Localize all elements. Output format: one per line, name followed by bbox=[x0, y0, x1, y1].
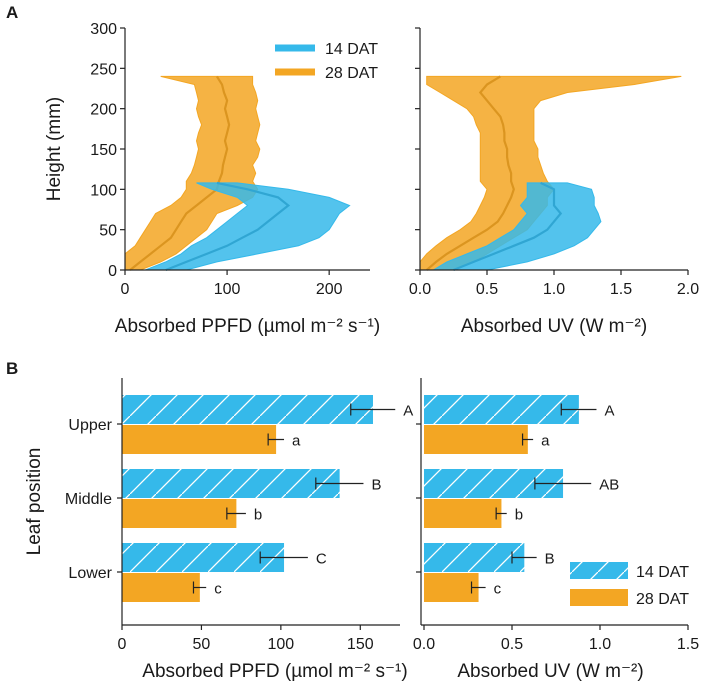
legend-label-28-dat: 28 DAT bbox=[636, 591, 689, 608]
mean-line-28-dat bbox=[129, 75, 231, 271]
category-label-lower: Lower bbox=[68, 565, 112, 582]
legend-label-14-dat: 14 DAT bbox=[636, 564, 689, 581]
bar-28-dat-upper bbox=[122, 425, 277, 454]
significance-letter: A bbox=[604, 403, 614, 420]
x-tick-label: 0 bbox=[121, 281, 130, 298]
y-tick-label: 250 bbox=[90, 61, 117, 78]
x-tick-label: 200 bbox=[316, 281, 343, 298]
x-axis-title: Absorbed UV (W m⁻²) bbox=[461, 316, 647, 337]
y-tick-label: 100 bbox=[90, 182, 117, 199]
x-tick-label: 0.0 bbox=[413, 636, 435, 653]
significance-letter: b bbox=[515, 507, 523, 524]
x-tick-label: 0.5 bbox=[476, 281, 498, 298]
x-tick-label: 150 bbox=[347, 636, 374, 653]
bar-14-dat-lower bbox=[424, 543, 525, 572]
mean-line-14-dat bbox=[453, 181, 563, 272]
band-14-dat bbox=[145, 182, 351, 271]
y-tick-label: 150 bbox=[90, 142, 117, 159]
band-14-dat bbox=[431, 182, 602, 271]
x-tick-label: 50 bbox=[193, 636, 211, 653]
bar-14-dat-middle bbox=[122, 469, 340, 498]
x-tick-label: 1.5 bbox=[677, 636, 699, 653]
x-axis-title: Absorbed PPFD (µmol m⁻² s⁻¹) bbox=[115, 316, 380, 337]
bar-14-dat-lower bbox=[122, 543, 285, 572]
significance-letter: a bbox=[292, 433, 301, 450]
y-tick-label: 50 bbox=[99, 223, 117, 240]
significance-letter: C bbox=[316, 551, 327, 568]
x-tick-label: 0.5 bbox=[501, 636, 523, 653]
x-axis-title: Absorbed PPFD (µmol m⁻² s⁻¹) bbox=[142, 661, 407, 682]
bar-28-dat-lower bbox=[424, 573, 479, 602]
significance-letter: b bbox=[254, 507, 262, 524]
panel-letter-b: B bbox=[6, 359, 18, 378]
significance-letter: A bbox=[403, 403, 413, 420]
bar-28-dat-upper bbox=[424, 425, 528, 454]
panel-a-ppfd-profile: 0 100 200 0 50 100 150 200 250 300 Absorbed PPFD (… bbox=[44, 21, 380, 337]
category-label-middle: Middle bbox=[65, 491, 112, 508]
y-tick-label: 200 bbox=[90, 102, 117, 119]
panel-b-uv-bars: Aa AB b Bc 0.0 0.5 1.0 1.5 Absorbed UV (W m⁻²) 14… bbox=[413, 378, 699, 682]
significance-letter: c bbox=[494, 581, 502, 598]
mean-line-14-dat bbox=[165, 181, 291, 272]
x-tick-label: 0.0 bbox=[409, 281, 431, 298]
band-28-dat bbox=[124, 75, 261, 271]
y-axis-title: Leaf position bbox=[24, 448, 45, 556]
legend-swatch-28-dat bbox=[570, 589, 628, 606]
x-tick-label: 100 bbox=[214, 281, 241, 298]
mean-line-28-dat bbox=[425, 75, 515, 271]
significance-letter: AB bbox=[599, 477, 619, 494]
y-tick-label: 0 bbox=[108, 263, 117, 280]
bar-28-dat-middle bbox=[424, 499, 502, 528]
bar-28-dat-lower bbox=[122, 573, 200, 602]
legend-label-28-dat: 28 DAT bbox=[325, 65, 378, 82]
legend-label-14-dat: 14 DAT bbox=[325, 41, 378, 58]
significance-letter: B bbox=[545, 551, 555, 568]
x-tick-label: 1.0 bbox=[543, 281, 565, 298]
legend-swatch-14-dat bbox=[570, 562, 628, 579]
y-axis-title: Height (mm) bbox=[44, 97, 65, 202]
x-tick-label: 1.5 bbox=[610, 281, 632, 298]
bar-28-dat-middle bbox=[122, 499, 237, 528]
panel-letter-a: A bbox=[6, 3, 18, 22]
category-label-upper: Upper bbox=[68, 417, 112, 434]
x-tick-label: 100 bbox=[268, 636, 295, 653]
x-tick-label: 1.0 bbox=[589, 636, 611, 653]
significance-letter: B bbox=[371, 477, 381, 494]
significance-letter: a bbox=[541, 433, 550, 450]
x-tick-label: 0 bbox=[118, 636, 127, 653]
significance-letter: c bbox=[214, 581, 222, 598]
y-tick-label: 300 bbox=[90, 21, 117, 38]
bar-14-dat-upper bbox=[424, 395, 579, 424]
x-axis-title: Absorbed UV (W m⁻²) bbox=[457, 661, 643, 682]
bar-14-dat-upper bbox=[122, 395, 373, 424]
x-tick-label: 2.0 bbox=[677, 281, 699, 298]
panel-a-uv-profile: 0.0 0.5 1.0 1.5 2.0 Absorbed UV (W m⁻²) bbox=[409, 27, 699, 337]
panel-b-ppfd-bars: Aa Bb Cc 0 50 100 150 Absorbed PPFD (µmol m⁻² s… bbox=[24, 378, 413, 682]
